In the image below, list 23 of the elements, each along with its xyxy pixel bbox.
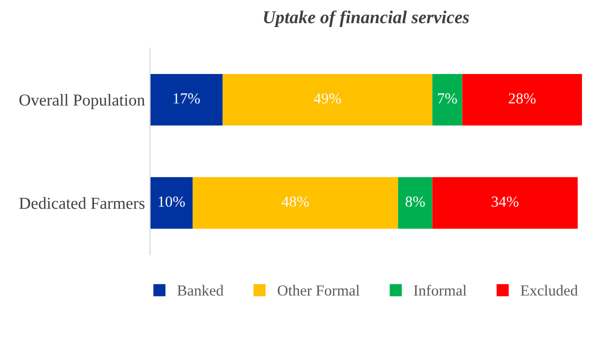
bar: [432, 177, 578, 229]
data-label: 34%: [492, 196, 518, 207]
data-label: 8%: [406, 196, 425, 207]
bar: [398, 177, 432, 229]
legend-label: Excluded: [520, 284, 578, 296]
legend-label: Banked: [177, 284, 224, 296]
bar: [432, 74, 462, 126]
data-label: 17%: [174, 93, 200, 104]
data-label: 7%: [438, 93, 457, 104]
data-label: 28%: [508, 93, 536, 104]
bar: [150, 74, 223, 126]
legend-label: Informal: [414, 284, 466, 296]
data-label: 48%: [282, 196, 309, 207]
bar: [150, 177, 193, 229]
y-tick-label: Dedicated Farmers: [19, 197, 145, 209]
data-label: 49%: [314, 93, 341, 104]
bar: [192, 177, 398, 229]
bar: [222, 74, 432, 126]
data-label: 10%: [158, 196, 185, 207]
chart-title: Uptake of financial services: [264, 10, 469, 28]
legend-label: Other Formal: [278, 284, 360, 296]
bar: [462, 74, 582, 126]
y-tick-label: Overall Population: [19, 94, 145, 110]
